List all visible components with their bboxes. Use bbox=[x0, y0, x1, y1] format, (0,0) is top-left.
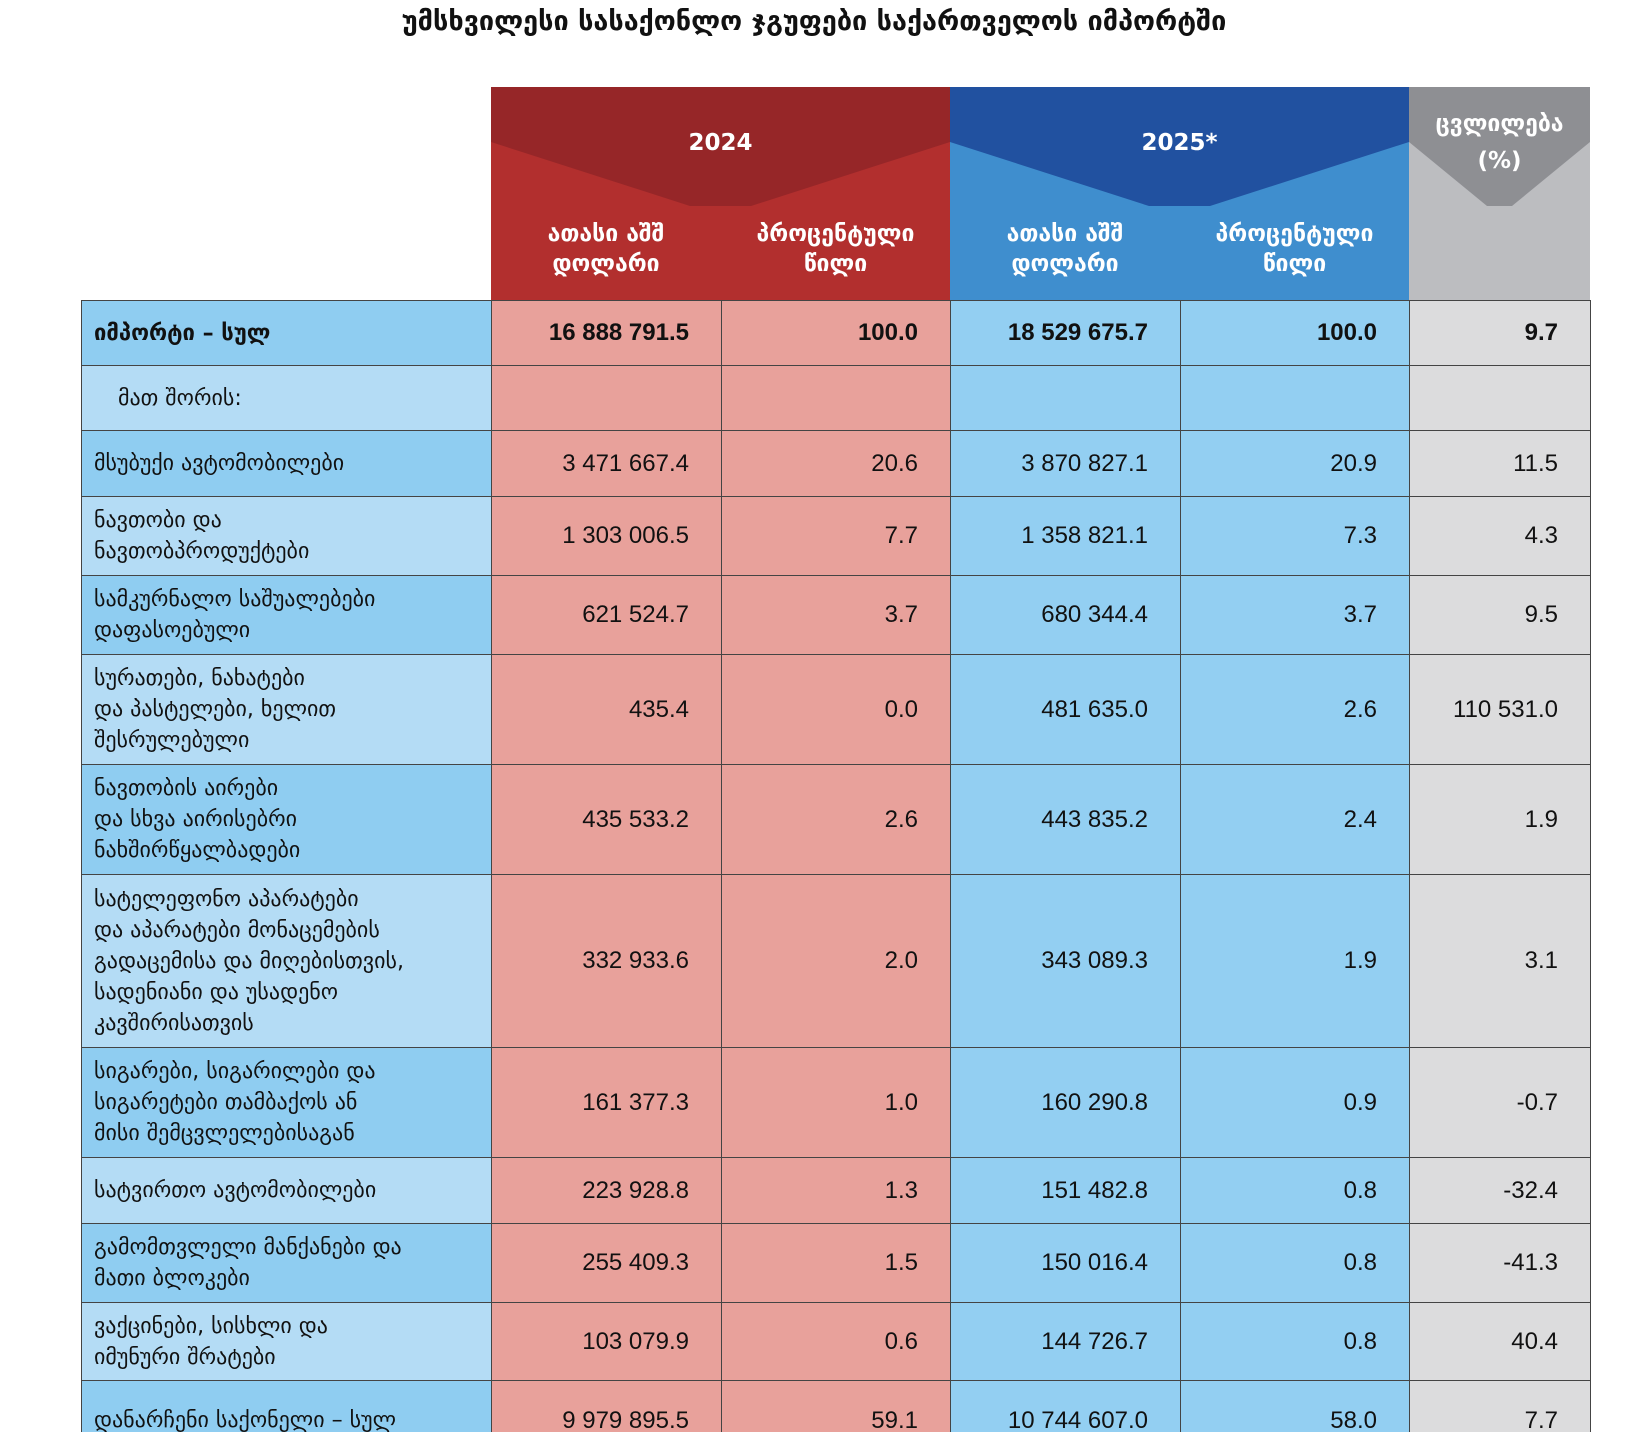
column-header: პროცენტული წილი bbox=[1215, 221, 1374, 277]
table-cell: 3 471 667.4 bbox=[491, 430, 722, 497]
row-label: იმპორტი – სულ bbox=[81, 300, 492, 366]
table-cell: 332 933.6 bbox=[491, 874, 722, 1048]
table-cell: 7.7 bbox=[1409, 1380, 1591, 1432]
table-cell: 1.0 bbox=[721, 1047, 951, 1158]
table-cell: 1 358 821.1 bbox=[950, 496, 1181, 576]
row-label: მათ შორის: bbox=[81, 365, 492, 431]
table-cell: 1.9 bbox=[1180, 874, 1410, 1048]
table-cell: 59.1 bbox=[721, 1380, 951, 1432]
table-cell: 0.8 bbox=[1180, 1223, 1410, 1303]
table-cell: 9 979 895.5 bbox=[491, 1380, 722, 1432]
table-cell: 10 744 607.0 bbox=[950, 1380, 1181, 1432]
table-cell: 3.1 bbox=[1409, 874, 1591, 1048]
table-cell: 0.8 bbox=[1180, 1157, 1410, 1224]
table-cell: 3.7 bbox=[721, 575, 951, 655]
header-change-band bbox=[1409, 87, 1590, 206]
table-cell bbox=[1180, 365, 1410, 431]
table-cell: 1 303 006.5 bbox=[491, 496, 722, 576]
table-cell: 621 524.7 bbox=[491, 575, 722, 655]
row-label: სატვირთო ავტომობილები bbox=[81, 1157, 492, 1224]
table-cell: 18 529 675.7 bbox=[950, 300, 1181, 366]
table-cell bbox=[721, 365, 951, 431]
table-cell: 0.8 bbox=[1180, 1302, 1410, 1381]
header-2024-band bbox=[491, 87, 950, 206]
table-cell: 161 377.3 bbox=[491, 1047, 722, 1158]
table-cell: -32.4 bbox=[1409, 1157, 1591, 1224]
table-cell: 3.7 bbox=[1180, 575, 1410, 655]
row-label: გამომთვლელი მანქანები და მათი ბლოკები bbox=[81, 1223, 492, 1303]
table-cell: 151 482.8 bbox=[950, 1157, 1181, 1224]
table-cell: 40.4 bbox=[1409, 1302, 1591, 1381]
table-cell: 11.5 bbox=[1409, 430, 1591, 497]
row-label: მსუბუქი ავტომობილები bbox=[81, 430, 492, 497]
column-header: პროცენტული წილი bbox=[756, 221, 915, 277]
table-cell: 4.3 bbox=[1409, 496, 1591, 576]
row-label: ნავთობის აირები და სხვა აირისებრი ნახშირ… bbox=[81, 764, 492, 875]
table-cell: 7.3 bbox=[1180, 496, 1410, 576]
table-cell: 343 089.3 bbox=[950, 874, 1181, 1048]
table-cell: 100.0 bbox=[721, 300, 951, 366]
table-cell: -41.3 bbox=[1409, 1223, 1591, 1303]
table-cell: -0.7 bbox=[1409, 1047, 1591, 1158]
table-cell: 9.7 bbox=[1409, 300, 1591, 366]
table-cell: 435.4 bbox=[491, 654, 722, 765]
row-label: დანარჩენი საქონელი – სულ bbox=[81, 1380, 492, 1432]
group-year: 2025* bbox=[1141, 130, 1218, 156]
table-cell: 2.0 bbox=[721, 874, 951, 1048]
table-cell: 0.0 bbox=[721, 654, 951, 765]
row-label: სატელეფონო აპარატები და აპარატები მონაცე… bbox=[81, 874, 492, 1048]
table-cell: 0.9 bbox=[1180, 1047, 1410, 1158]
table-cell: 2.6 bbox=[1180, 654, 1410, 765]
column-header: ათასი აშშ დოლარი bbox=[1006, 221, 1124, 277]
table-cell: 1.5 bbox=[721, 1223, 951, 1303]
table-cell: 481 635.0 bbox=[950, 654, 1181, 765]
table-cell: 2.4 bbox=[1180, 764, 1410, 875]
table-cell: 680 344.4 bbox=[950, 575, 1181, 655]
title: უმსხვილესი სასაქონლო ჯგუფები საქართველოს… bbox=[401, 6, 1227, 37]
row-label: სურათები, ნახატები და პასტელები, ხელით შ… bbox=[81, 654, 492, 765]
table-cell: 2.6 bbox=[721, 764, 951, 875]
table-cell: 144 726.7 bbox=[950, 1302, 1181, 1381]
table-cell: 16 888 791.5 bbox=[491, 300, 722, 366]
row-label: სამკურნალო საშუალებები დაფასოებული bbox=[81, 575, 492, 655]
change-header: ცვლილება (%) bbox=[1435, 111, 1564, 174]
table-cell: 20.6 bbox=[721, 430, 951, 497]
table-cell bbox=[950, 365, 1181, 431]
header-2025-band bbox=[950, 87, 1409, 206]
table-cell: 443 835.2 bbox=[950, 764, 1181, 875]
group-year: 2024 bbox=[688, 130, 753, 156]
table-cell: 1.9 bbox=[1409, 764, 1591, 875]
table-cell bbox=[491, 365, 722, 431]
table-cell: 103 079.9 bbox=[491, 1302, 722, 1381]
column-header: ათასი აშშ დოლარი bbox=[547, 221, 665, 277]
table-cell: 7.7 bbox=[721, 496, 951, 576]
row-label: ნავთობი და ნავთობპროდუქტები bbox=[81, 496, 492, 576]
table-cell: 1.3 bbox=[721, 1157, 951, 1224]
header-shapes bbox=[491, 87, 1590, 300]
table-cell: 160 290.8 bbox=[950, 1047, 1181, 1158]
table-cell: 3 870 827.1 bbox=[950, 430, 1181, 497]
table-cell: 150 016.4 bbox=[950, 1223, 1181, 1303]
table-cell: 9.5 bbox=[1409, 575, 1591, 655]
table-cell: 58.0 bbox=[1180, 1380, 1410, 1432]
table-cell: 0.6 bbox=[721, 1302, 951, 1381]
table-cell bbox=[1409, 365, 1591, 431]
table-cell: 20.9 bbox=[1180, 430, 1410, 497]
table-cell: 100.0 bbox=[1180, 300, 1410, 366]
table-cell: 255 409.3 bbox=[491, 1223, 722, 1303]
row-label: ვაქცინები, სისხლი და იმუნური შრატები bbox=[81, 1302, 492, 1381]
row-label: სიგარები, სიგარილები და სიგარეტები თამბა… bbox=[81, 1047, 492, 1158]
table-cell: 435 533.2 bbox=[491, 764, 722, 875]
table-cell: 110 531.0 bbox=[1409, 654, 1591, 765]
table-cell: 223 928.8 bbox=[491, 1157, 722, 1224]
